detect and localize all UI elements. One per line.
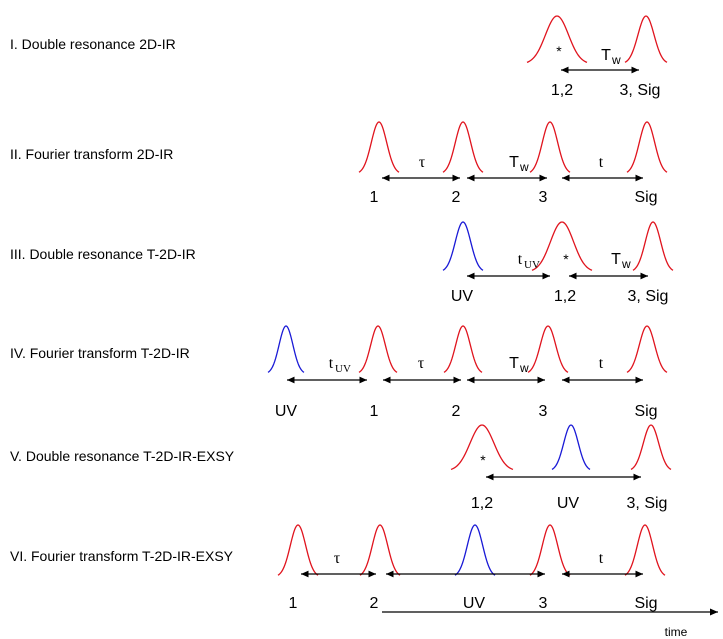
row-title: VI. Fourier transform T-2D-IR-EXSY — [10, 548, 234, 564]
uv-pulse — [454, 524, 496, 576]
ir-pulse — [531, 221, 593, 271]
pulse-label: Sig — [634, 595, 657, 612]
ir-pulse — [526, 15, 588, 63]
ir-pulse — [443, 325, 483, 373]
delay-subscript: UV — [335, 363, 351, 375]
ir-pulse — [626, 325, 668, 373]
uv-pulse — [551, 424, 591, 470]
pulse-label: 1 — [370, 403, 379, 420]
ir-pulse — [529, 524, 571, 576]
delay-symbol: t — [599, 154, 604, 171]
delay-symbol: t — [599, 355, 604, 372]
delay-symbol: τ — [334, 550, 341, 567]
delay-symbol: T — [601, 47, 611, 64]
time-axis-label: time — [665, 625, 688, 639]
excitation-star: * — [556, 43, 562, 59]
pulse-label: 3, Sig — [628, 288, 669, 305]
ir-pulse — [442, 121, 484, 173]
delay-subscript: UV — [524, 259, 540, 271]
time-axis: time — [382, 608, 718, 639]
ir-pulse — [630, 424, 672, 470]
delay-subscript: w — [621, 257, 631, 271]
pulse-label: 1,2 — [554, 288, 576, 305]
pulse-label: 3, Sig — [620, 82, 661, 99]
pulse-label: 3 — [539, 403, 548, 420]
delay-symbol: t — [599, 550, 604, 567]
delay-subscript: w — [611, 53, 621, 67]
uv-pulse — [267, 325, 305, 373]
sequence-row: V. Double resonance T-2D-IR-EXSY * 1,2 UV 3,… — [10, 424, 672, 512]
pulse-label: 2 — [370, 595, 379, 612]
delay-symbol: T — [509, 355, 519, 372]
excitation-star: * — [480, 452, 486, 468]
ir-pulse — [632, 221, 674, 271]
row-title: V. Double resonance T-2D-IR-EXSY — [10, 448, 235, 464]
pulse-label: 3 — [539, 189, 548, 206]
pulse-label: 2 — [452, 403, 461, 420]
pulse-label: Sig — [634, 189, 657, 206]
delay-subscript: w — [519, 160, 529, 174]
pulse-label: UV — [275, 403, 298, 420]
pulse-label: 1 — [289, 595, 298, 612]
row-title: I. Double resonance 2D-IR — [10, 36, 176, 52]
ir-pulse — [358, 121, 400, 173]
pulse-label: 2 — [452, 189, 461, 206]
row-title: III. Double resonance T-2D-IR — [10, 246, 196, 262]
pulse-label: 3, Sig — [627, 495, 668, 512]
sequence-row: VI. Fourier transform T-2D-IR-EXSY τ t 1 2 UV… — [10, 524, 666, 612]
excitation-star: * — [563, 251, 569, 267]
pulse-label: UV — [463, 595, 486, 612]
ir-pulse — [626, 121, 668, 173]
ir-pulse — [624, 524, 666, 576]
pulse-label: UV — [557, 495, 580, 512]
pulse-label: 1,2 — [551, 82, 573, 99]
delay-symbol: T — [611, 251, 621, 268]
ir-pulse — [527, 325, 569, 373]
pulse-label: 1,2 — [471, 495, 493, 512]
delay-subscript: w — [519, 361, 529, 375]
ir-pulse — [277, 524, 319, 576]
ir-pulse — [529, 121, 571, 173]
delay-symbol: τ — [419, 154, 426, 171]
row-title: II. Fourier transform 2D-IR — [10, 146, 173, 162]
ir-pulse — [624, 15, 668, 63]
pulse-label: UV — [451, 288, 474, 305]
ir-pulse — [358, 325, 398, 373]
delay-symbol: T — [509, 154, 519, 171]
ir-pulse — [359, 524, 401, 576]
ir-pulse — [450, 424, 514, 471]
pulse-label: 1 — [370, 189, 379, 206]
uv-pulse — [442, 221, 484, 271]
delay-symbol: t — [329, 355, 334, 372]
row-title: IV. Fourier transform T-2D-IR — [10, 345, 190, 361]
pulse-label: 3 — [539, 595, 548, 612]
delay-symbol: τ — [418, 355, 425, 372]
pulse-label: Sig — [634, 403, 657, 420]
delay-symbol: t — [518, 251, 523, 268]
